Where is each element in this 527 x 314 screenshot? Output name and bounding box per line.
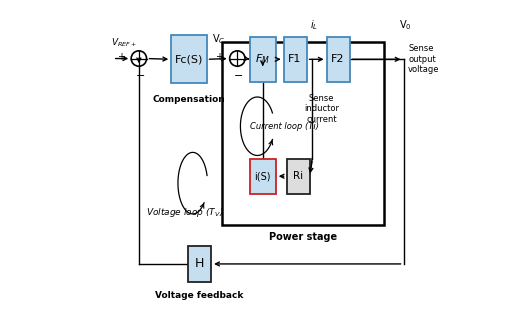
Bar bbox=[287, 159, 310, 194]
Bar bbox=[327, 37, 349, 82]
Text: Fc(S): Fc(S) bbox=[174, 54, 203, 64]
Text: −: − bbox=[234, 71, 243, 81]
Text: Voltage loop (T$_V$): Voltage loop (T$_V$) bbox=[146, 206, 224, 219]
Text: Ri: Ri bbox=[293, 171, 303, 181]
Bar bbox=[250, 37, 276, 82]
Bar bbox=[284, 37, 307, 82]
Text: $F_M$: $F_M$ bbox=[255, 52, 270, 66]
Text: Sense
output
voltage: Sense output voltage bbox=[408, 44, 440, 74]
Text: $i_L$: $i_L$ bbox=[310, 19, 318, 32]
Text: Voltage feedback: Voltage feedback bbox=[155, 291, 244, 300]
Text: Power stage: Power stage bbox=[269, 232, 337, 242]
Text: −: − bbox=[136, 71, 145, 81]
Text: +: + bbox=[117, 52, 125, 62]
Bar bbox=[171, 35, 207, 83]
Text: V$_0$: V$_0$ bbox=[399, 19, 412, 32]
Text: Compensation: Compensation bbox=[152, 95, 225, 105]
Bar bbox=[250, 159, 276, 194]
Text: H: H bbox=[195, 257, 204, 270]
Text: V$_{REF+}$: V$_{REF+}$ bbox=[111, 37, 137, 49]
Text: Current loop (Ti): Current loop (Ti) bbox=[250, 122, 319, 131]
Text: Sense
inductor
current: Sense inductor current bbox=[304, 94, 339, 124]
Text: V$_C$: V$_C$ bbox=[212, 32, 226, 46]
Text: +: + bbox=[216, 52, 223, 62]
Text: F1: F1 bbox=[288, 54, 302, 64]
Bar bbox=[222, 41, 384, 225]
Text: F2: F2 bbox=[331, 54, 345, 64]
Bar bbox=[188, 246, 211, 282]
Text: i(S): i(S) bbox=[255, 171, 271, 181]
